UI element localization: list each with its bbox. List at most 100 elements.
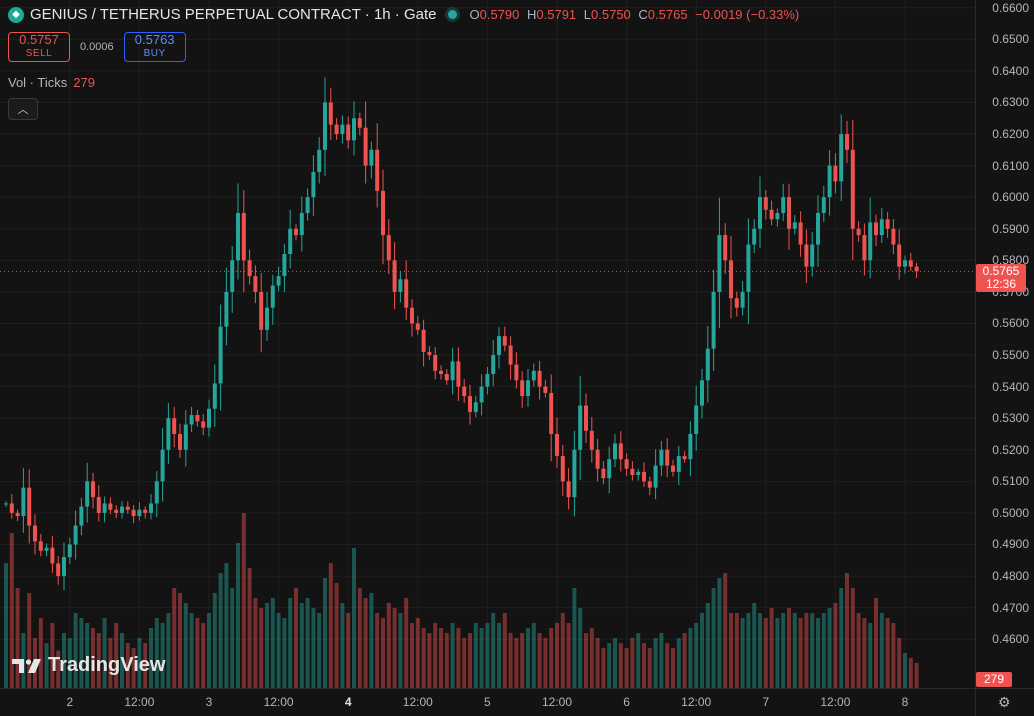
- candle-body: [33, 525, 37, 542]
- volume-bar: [804, 613, 809, 688]
- volume-bar: [241, 513, 246, 688]
- candle-body: [212, 383, 217, 409]
- volume-bar: [491, 613, 496, 688]
- candle-body: [665, 449, 670, 466]
- candle-body: [143, 509, 148, 513]
- candle-body: [120, 506, 124, 513]
- volume-bar: [508, 633, 513, 688]
- symbol-title[interactable]: GENIUS / TETHERUS PERPETUAL CONTRACT · 1…: [30, 6, 437, 23]
- candle-body: [787, 197, 791, 229]
- volume-bar: [891, 623, 896, 688]
- volume-bar: [357, 588, 362, 688]
- candle-body: [149, 503, 153, 513]
- volume-bar: [589, 628, 594, 688]
- volume-bar: [236, 543, 240, 688]
- candle-body: [618, 443, 623, 460]
- price-tick-label: 0.5200: [992, 442, 1029, 457]
- volume-bar: [758, 613, 762, 688]
- price-tick-label: 0.6000: [992, 190, 1029, 205]
- candle-body: [514, 364, 519, 381]
- candle-body: [299, 212, 304, 236]
- volume-bar: [618, 643, 623, 688]
- volume-bar: [102, 618, 107, 688]
- price-tick-label: 0.5400: [992, 379, 1029, 394]
- price-axis[interactable]: 0.4600 0.4700 0.4800 0.4900 0.5000 0.5100 0.52…: [975, 0, 1034, 688]
- candle-body: [85, 481, 90, 507]
- volume-bar: [665, 643, 670, 688]
- volume-bar: [50, 623, 55, 688]
- price-tick-label: 0.6600: [992, 0, 1029, 15]
- volume-bar: [485, 623, 490, 688]
- volume-bar: [96, 633, 101, 688]
- market-status-icon[interactable]: [448, 10, 458, 19]
- candle-body: [288, 228, 293, 255]
- sell-button[interactable]: 0.5757 SELL: [8, 32, 70, 62]
- candle-body: [340, 124, 345, 135]
- candle-body: [781, 197, 786, 213]
- bar-countdown: 12:36: [985, 277, 1017, 292]
- candle-body: [914, 266, 919, 272]
- price-tick-label: 0.6200: [992, 127, 1029, 142]
- candle-body: [91, 481, 95, 498]
- time-tick-label: 3: [205, 695, 213, 709]
- volume-legend-label: Vol · Ticks: [8, 75, 68, 90]
- candle-body: [44, 547, 49, 551]
- candle-body: [178, 433, 182, 450]
- candle-body: [543, 386, 548, 393]
- volume-bar: [317, 613, 322, 688]
- candlestick-plot[interactable]: [0, 0, 975, 688]
- volume-bar: [717, 578, 722, 688]
- volume-bar: [694, 623, 699, 688]
- collapse-legend-button[interactable]: ︿: [8, 98, 38, 120]
- volume-bar: [763, 618, 768, 688]
- volume-bar: [537, 633, 542, 688]
- volume-bar: [125, 643, 130, 688]
- volume-bar: [450, 623, 455, 688]
- candle-body: [473, 402, 478, 412]
- candle-body: [752, 228, 757, 245]
- candle-body: [630, 468, 635, 476]
- volume-bar: [230, 588, 235, 688]
- price-tick-label: 0.6100: [992, 158, 1029, 173]
- candle-body: [166, 418, 171, 450]
- volume-bar: [908, 658, 913, 688]
- volume-legend[interactable]: Vol · Ticks 279: [8, 75, 95, 90]
- candle-body: [705, 348, 710, 381]
- volume-bar: [874, 598, 878, 688]
- volume-bar: [642, 643, 646, 688]
- volume-bar: [433, 623, 438, 688]
- volume-bar: [85, 623, 90, 688]
- time-axis[interactable]: 2 12:00 3 12:00 4 12:00 5 12:00 6 12:00 7 12:00 8: [0, 688, 975, 716]
- buy-button[interactable]: 0.5763 BUY: [123, 32, 186, 62]
- candle-body: [381, 190, 385, 236]
- volume-bar: [833, 603, 838, 688]
- candle-body: [879, 219, 884, 236]
- candle-body: [769, 209, 774, 220]
- volume-bar: [885, 618, 890, 688]
- candle-body: [276, 276, 281, 286]
- candle-body: [415, 323, 420, 330]
- settings-gear-icon[interactable]: ⚙: [998, 694, 1011, 710]
- tradingview-logo[interactable]: TradingView: [12, 654, 165, 677]
- candle-body: [73, 525, 78, 545]
- candle-body: [537, 370, 542, 387]
- volume-bar: [676, 638, 681, 688]
- spread-value: 0.0006: [80, 41, 114, 53]
- volume-bar: [247, 568, 252, 688]
- candle-body: [821, 197, 826, 213]
- candle-body: [392, 260, 397, 292]
- candle-body: [282, 254, 287, 277]
- candle-body: [311, 171, 316, 198]
- candle-body: [508, 345, 513, 365]
- volume-bar: [630, 638, 635, 688]
- price-chart[interactable]: [0, 0, 975, 688]
- volume-bar: [497, 623, 501, 688]
- candle-body: [642, 471, 646, 482]
- candle-body: [253, 276, 258, 292]
- volume-bar: [821, 613, 826, 688]
- candle-body: [613, 443, 617, 460]
- candle-body: [850, 149, 855, 229]
- candle-body: [659, 449, 664, 466]
- candle-body: [531, 370, 536, 381]
- candle-body: [38, 541, 43, 551]
